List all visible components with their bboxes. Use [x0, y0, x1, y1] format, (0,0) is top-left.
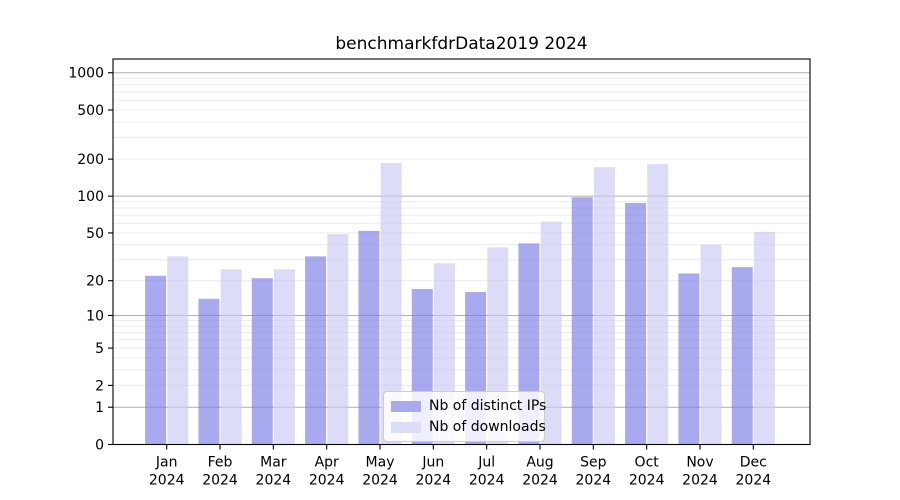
x-tick-label-year: 2024	[576, 473, 612, 489]
x-tick-label-month: Jul	[477, 455, 495, 471]
x-tick-label-year: 2024	[416, 473, 452, 489]
legend-label-distinct-ips: Nb of distinct IPs	[429, 398, 547, 414]
bar-downloads-aug	[540, 221, 562, 445]
bar-downloads-dec	[753, 231, 775, 445]
y-tick-label: 20	[86, 274, 104, 290]
legend: Nb of distinct IPs Nb of downloads	[383, 391, 546, 442]
y-tick-label: 2	[95, 378, 104, 394]
bar-distinct-ips-feb	[198, 298, 220, 445]
y-tick-label: 10	[86, 308, 104, 324]
bar-downloads-sep	[593, 167, 615, 445]
x-tick-label-year: 2024	[362, 473, 398, 489]
x-tick-label-month: Nov	[686, 455, 713, 471]
y-tick-label: 50	[86, 226, 104, 242]
x-tick-label-month: Jun	[421, 455, 444, 471]
y-tick-label: 100	[77, 189, 104, 205]
legend-item-downloads: Nb of downloads	[391, 419, 546, 435]
bar-downloads-jan	[167, 256, 189, 445]
bar-distinct-ips-oct	[625, 202, 647, 445]
bar-distinct-ips-jan	[145, 275, 167, 445]
plot-border	[112, 58, 811, 446]
bar-downloads-nov	[700, 244, 722, 445]
bar-distinct-ips-nov	[678, 273, 700, 445]
x-tick-label-month: Mar	[260, 455, 287, 471]
chart-title: benchmarkfdrData2019 2024	[335, 34, 588, 54]
y-tick-label: 500	[77, 103, 104, 119]
x-tick-label-year: 2024	[149, 473, 185, 489]
bar-distinct-ips-sep	[571, 197, 593, 445]
y-tick-label: 1000	[68, 66, 104, 82]
x-tick-label-year: 2024	[202, 473, 238, 489]
y-tick-label: 200	[77, 152, 104, 168]
x-tick-label-month: Jan	[155, 455, 178, 471]
x-tick-label-month: Sep	[580, 455, 607, 471]
x-tick-label-year: 2024	[682, 473, 718, 489]
bar-distinct-ips-apr	[305, 256, 327, 445]
x-tick-label-month: Aug	[526, 455, 553, 471]
bar-downloads-may	[380, 163, 402, 445]
x-tick-label-year: 2024	[522, 473, 558, 489]
x-tick-label-year: 2024	[309, 473, 345, 489]
bar-downloads-oct	[647, 164, 669, 445]
y-tick-label: 0	[95, 438, 104, 454]
bar-downloads-mar	[273, 269, 295, 445]
x-tick-label-year: 2024	[256, 473, 292, 489]
x-tick-label-month: Apr	[315, 455, 339, 471]
bar-distinct-ips-mar	[251, 278, 273, 445]
x-tick-label-year: 2024	[469, 473, 505, 489]
y-tick-label: 5	[95, 341, 104, 357]
bar-distinct-ips-may	[358, 230, 380, 445]
x-tick-label-month: Feb	[208, 455, 233, 471]
legend-swatch-distinct-ips	[391, 400, 421, 412]
x-tick-label-month: Oct	[635, 455, 660, 471]
bar-downloads-apr	[327, 233, 349, 445]
legend-label-downloads: Nb of downloads	[429, 419, 546, 435]
x-tick-label-year: 2024	[736, 473, 772, 489]
y-tick-label: 1	[95, 400, 104, 416]
x-tick-label-year: 2024	[629, 473, 665, 489]
bar-downloads-feb	[220, 269, 242, 445]
bar-distinct-ips-dec	[731, 267, 753, 445]
legend-item-distinct-ips: Nb of distinct IPs	[391, 398, 546, 414]
x-tick-label-month: May	[366, 455, 395, 471]
legend-swatch-downloads	[391, 421, 421, 433]
x-tick-label-month: Dec	[740, 455, 767, 471]
